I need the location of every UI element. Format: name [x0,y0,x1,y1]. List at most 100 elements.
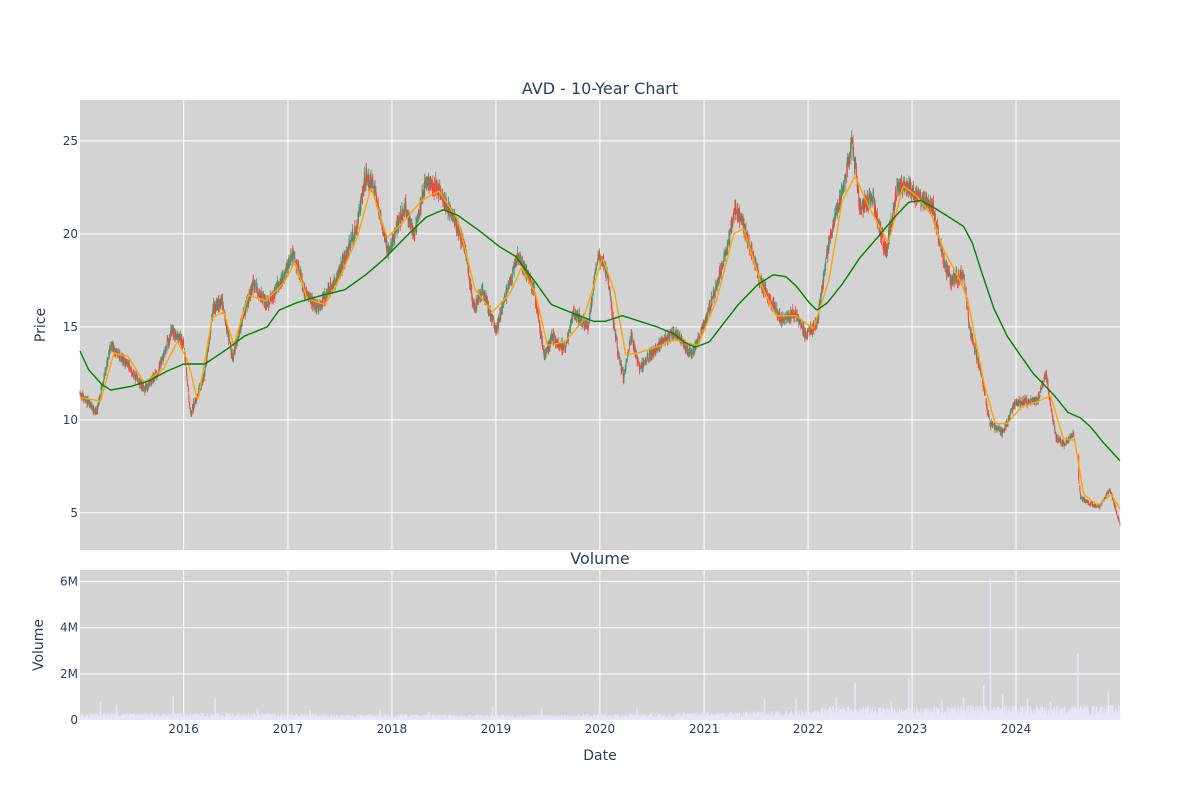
candle-body [701,326,703,330]
candle-body [149,384,151,386]
candle [456,220,458,235]
candle [79,390,81,396]
candle-body [705,318,707,322]
candle-body [364,178,366,185]
candle-body [470,284,472,287]
candle-body [88,400,90,401]
candle [685,346,687,355]
candle [396,215,398,238]
candle [288,257,290,269]
candle [663,334,665,340]
candle [506,283,508,295]
candle [422,189,424,204]
candle [474,301,476,313]
candle-body [619,361,621,363]
candle-body [330,288,332,290]
candle-body [241,316,243,323]
candle [616,336,618,349]
candle-body [199,384,201,389]
candle [217,297,219,311]
candle-body [364,183,366,185]
candle [188,396,190,404]
candle-body [653,348,655,352]
candle-body [207,348,209,353]
candle-body [332,283,334,289]
candle-body [382,231,384,234]
candle-body [416,217,418,223]
candle [492,314,494,320]
candle-body [133,373,135,375]
candle-body [197,396,199,397]
candle [173,327,175,338]
candle [641,361,643,373]
candle-body [272,296,274,299]
candle [665,337,667,342]
candle [476,298,478,312]
candle-body [361,196,363,198]
candle-body [499,318,501,322]
candle-body [324,299,326,300]
candle-body [237,336,238,339]
candle [432,175,434,197]
candle [472,297,474,306]
candle [151,380,153,384]
candle [406,209,408,217]
candle [81,392,83,398]
candle-body [564,345,565,347]
candle-body [376,202,378,205]
candle-body [208,344,210,347]
candle-body [262,294,264,297]
candle [97,402,99,410]
candle-body [212,311,214,320]
candle-body [169,340,171,342]
candle-body [641,362,643,369]
candle-body [392,235,394,241]
candle [330,283,332,291]
candle-body [502,302,504,308]
candle-body [393,235,395,244]
candle-body [223,307,225,310]
candle-body [366,178,368,180]
candle-body [733,212,735,218]
candle-body [310,299,312,304]
candle-body [191,411,193,414]
candle [184,347,185,351]
candle-body [456,226,458,232]
candle [290,251,292,267]
candle-body [352,237,354,239]
candle-body [509,283,511,285]
candle-body [206,356,208,361]
candle [635,350,637,359]
candle-body [725,254,727,256]
candle-body [138,379,140,383]
candle [512,266,514,275]
candle-body [322,300,324,303]
candle-body [426,177,428,182]
candle-body [245,303,246,315]
candle-body [414,232,416,235]
candle [147,383,149,392]
candle-body [731,222,733,229]
candle [619,359,621,366]
candle [416,214,418,224]
candle-body [188,397,190,404]
candle-body [266,300,268,303]
candle [615,334,617,341]
candle [392,232,394,243]
candle-body [166,340,168,348]
candle-body [647,360,649,363]
candle-body [406,210,408,216]
candle-body [565,348,567,349]
candle [278,281,280,290]
candle [560,342,561,348]
candle-body [300,276,302,278]
candle-body [667,332,669,337]
candle-body [296,264,298,270]
candle [121,352,123,364]
candle-body [222,307,224,310]
candle-body [584,323,585,326]
candle-body [308,296,310,299]
candle [500,306,502,323]
candle [470,278,472,293]
